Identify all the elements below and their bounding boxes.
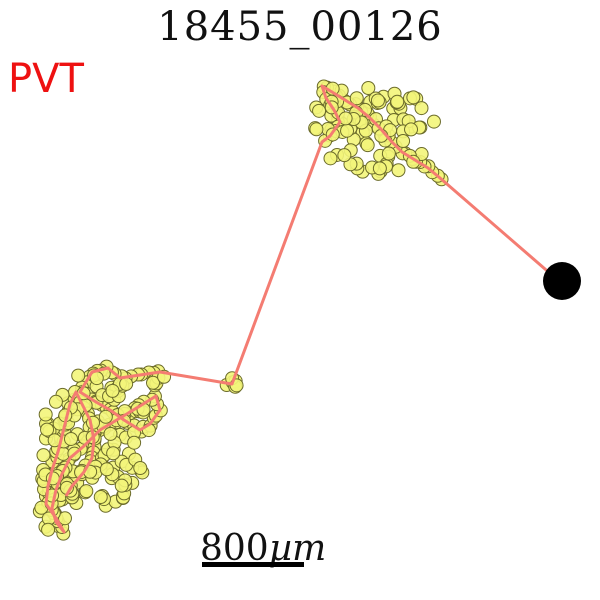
trajectory-marker <box>340 123 355 138</box>
trajectory-marker <box>93 490 108 505</box>
trajectory-marker <box>38 407 53 422</box>
trajectory-marker <box>309 122 324 137</box>
trajectory-marker <box>360 138 375 153</box>
trajectory-path-layer <box>44 84 561 534</box>
trajectory-marker <box>414 101 429 116</box>
trajectory-marker <box>36 448 51 463</box>
trajectory-marker <box>99 462 114 477</box>
trajectory-marker <box>48 394 63 409</box>
trajectory-marker <box>381 146 396 161</box>
trajectory-marker <box>105 383 120 398</box>
trajectory-marker <box>146 375 161 390</box>
trajectory-marker <box>63 431 78 446</box>
trajectory-path <box>44 84 561 534</box>
trajectory-markers <box>32 79 449 541</box>
trajectory-marker <box>79 484 94 499</box>
trajectory-marker <box>337 148 352 163</box>
trajectory-marker <box>71 368 86 383</box>
trajectory-marker <box>396 133 411 148</box>
trajectory-marker <box>41 522 56 537</box>
trajectory-marker <box>106 446 121 461</box>
trajectory-marker <box>404 122 419 137</box>
trajectory-marker <box>390 94 405 109</box>
trajectory-marker <box>40 422 55 437</box>
figure-title: 18455_00126 <box>157 4 443 50</box>
scale-bar <box>202 562 304 567</box>
trajectory-marker <box>103 426 118 441</box>
trajectory-marker <box>370 93 385 108</box>
trajectory-marker <box>114 478 129 493</box>
trajectory-marker <box>323 151 338 166</box>
trajectory-marker <box>372 161 387 176</box>
trajectory-marker <box>119 376 134 391</box>
trajectory-marker <box>98 409 113 424</box>
trajectory-marker <box>312 103 327 118</box>
trajectory-marker <box>349 91 364 106</box>
trajectory-marker <box>127 435 142 450</box>
track-endpoint-dot <box>543 262 581 300</box>
trajectory-marker <box>426 114 441 129</box>
condition-tag: PVT <box>8 56 84 102</box>
trajectory-marker <box>361 80 376 95</box>
trajectory-marker <box>406 90 421 105</box>
trajectory-marker <box>133 460 148 475</box>
trajectory-marker <box>391 163 406 178</box>
